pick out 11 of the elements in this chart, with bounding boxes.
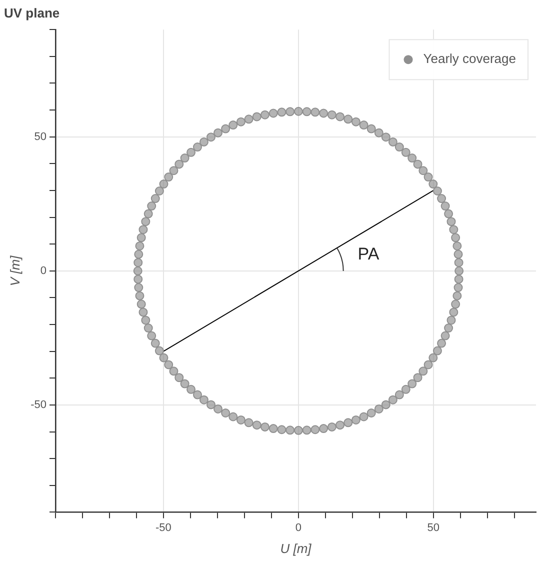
x-axis-title: U [m] [280,540,312,556]
y-tick-label: 50 [34,130,46,143]
chart-title: UV plane [4,5,60,20]
legend-label: Yearly coverage [423,51,516,66]
y-axis-title: V [m] [7,255,22,286]
x-tick-label: 50 [427,522,440,534]
annotation: PA [358,244,380,264]
y-tick-label: -50 [30,398,46,411]
y-tick-label: 0 [40,264,46,277]
x-tick-label: -50 [156,522,172,534]
x-tick-label: 0 [295,522,302,534]
